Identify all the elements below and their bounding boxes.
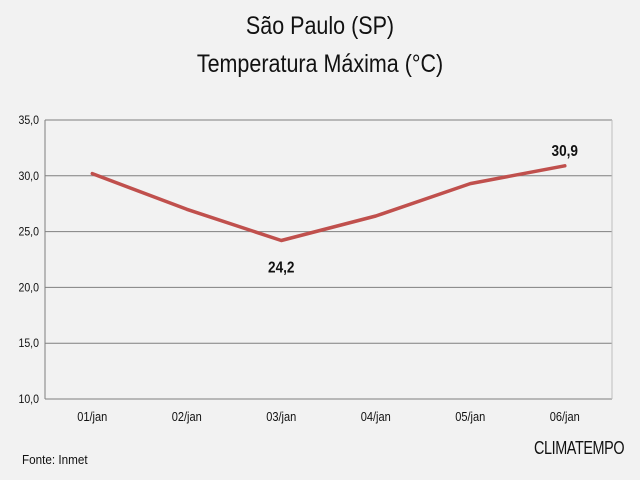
x-tick-label: 04/jan [361,409,391,424]
climatempo-logo: CLIMATEMPO [534,438,625,458]
y-tick-label: 30,0 [18,170,39,183]
y-tick-label: 15,0 [18,338,39,351]
y-tick-label: 10,0 [18,393,39,406]
x-tick-label: 01/jan [77,409,107,424]
source-note: Fonte: Inmet [22,452,88,467]
chart-title-line-2: Temperatura Máxima (°C) [196,50,444,78]
data-label: 24,2 [268,260,294,277]
chart-title-line-1: São Paulo (SP) [245,12,395,40]
y-tick-label: 25,0 [18,226,39,239]
x-tick-label: 03/jan [266,409,296,424]
data-label: 30,9 [552,143,578,160]
x-tick-label: 05/jan [455,409,485,424]
series-line [90,164,567,243]
y-tick-label: 20,0 [18,282,39,295]
x-tick-label: 02/jan [172,409,202,424]
x-tick-label: 06/jan [550,409,580,424]
y-tick-label: 35,0 [18,114,39,127]
